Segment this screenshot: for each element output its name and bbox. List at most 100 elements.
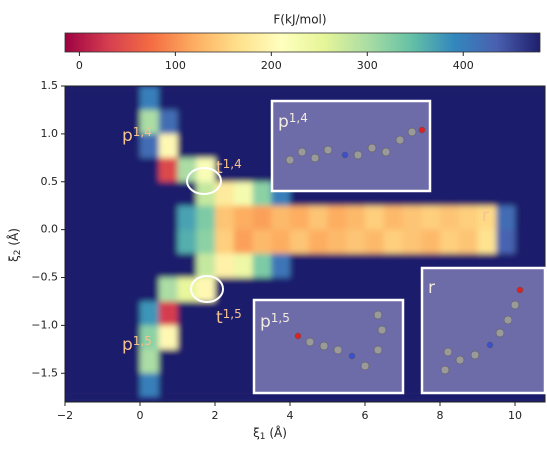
heatmap-cell (384, 254, 403, 278)
heatmap-cell (84, 301, 103, 325)
heatmap-cell (440, 110, 459, 134)
x-axis-label: ξ1 (Å) (253, 425, 287, 442)
heatmap-cell (121, 373, 140, 397)
heatmap-cell (84, 86, 103, 110)
heatmap-cell (103, 278, 122, 302)
colorbar-tick-label: 0 (76, 59, 83, 72)
heatmap-cell (140, 86, 159, 110)
heatmap-cell (440, 86, 459, 110)
heatmap-cell (65, 182, 84, 206)
heatmap-cell (84, 182, 103, 206)
heatmap-cell (459, 182, 478, 206)
heatmap-cell (103, 373, 122, 397)
annotation-sub: 1,5 (223, 307, 242, 321)
heatmap-cell (403, 278, 422, 302)
heatmap-cell (496, 230, 515, 254)
inset-label-sub: 1,4 (289, 111, 308, 125)
heatmap-cell (440, 230, 459, 254)
heatmap-cell (159, 373, 178, 397)
heatmap-cell (159, 134, 178, 158)
heatmap-cell (403, 349, 422, 373)
heatmap-cell (140, 278, 159, 302)
heatmap-cell (140, 158, 159, 182)
inset-label: r (428, 278, 435, 298)
heatmap-cell (403, 325, 422, 349)
heatmap-cell (478, 230, 497, 254)
heatmap-cell (496, 134, 515, 158)
heatmap-cell (365, 230, 384, 254)
annotation-text: p (122, 126, 133, 146)
heatmap-cell (196, 110, 215, 134)
heatmap-cell (103, 230, 122, 254)
heatmap-cell (84, 230, 103, 254)
heatmap-cell (328, 278, 347, 302)
heatmap-cell (178, 254, 197, 278)
heatmap-cell (103, 110, 122, 134)
heatmap-cell (365, 254, 384, 278)
heatmap-cell (290, 278, 309, 302)
heatmap-cell (478, 86, 497, 110)
heatmap-cell (346, 278, 365, 302)
heatmap-cell (121, 182, 140, 206)
heatmap-cell (121, 230, 140, 254)
annotation-sub: 1,5 (133, 334, 152, 348)
heatmap-cell (515, 86, 534, 110)
colorbar (65, 33, 540, 52)
heatmap-cell (328, 206, 347, 230)
heatmap-cell (253, 86, 272, 110)
heatmap-cell (496, 110, 515, 134)
heatmap-cell (290, 254, 309, 278)
heatmap-cell (196, 349, 215, 373)
heatmap-cell (159, 301, 178, 325)
heatmap-cell (478, 110, 497, 134)
inset-label-text: r (428, 278, 435, 298)
colorbar-tick-label: 400 (453, 59, 474, 72)
heatmap-cell (234, 373, 253, 397)
x-tick-label: −2 (57, 409, 73, 422)
heatmap-cell (478, 134, 497, 158)
heatmap-cell (121, 206, 140, 230)
heatmap-cell (178, 110, 197, 134)
heatmap-cell (271, 206, 290, 230)
heatmap-cell (196, 373, 215, 397)
heatmap-cell (384, 278, 403, 302)
heatmap-cell (84, 158, 103, 182)
heatmap-cell (178, 301, 197, 325)
heatmap-cell (459, 134, 478, 158)
heatmap-cell (196, 206, 215, 230)
y-tick-label: −1.5 (31, 366, 58, 379)
colorbar-tick-label: 200 (261, 59, 282, 72)
heatmap-cell (178, 206, 197, 230)
annotation-sub: 1,4 (223, 157, 242, 171)
heatmap-cell (234, 278, 253, 302)
heatmap-cell (140, 301, 159, 325)
heatmap-cell (253, 206, 272, 230)
heatmap-cell (196, 254, 215, 278)
heatmap-cell (459, 86, 478, 110)
heatmap-cell (234, 134, 253, 158)
heatmap-cell (234, 110, 253, 134)
heatmap-cell (103, 206, 122, 230)
heatmap-cell (515, 230, 534, 254)
heatmap-cell (421, 206, 440, 230)
y-tick-label: 0.5 (41, 175, 59, 188)
heatmap-cell (309, 206, 328, 230)
annotation-text: p (122, 335, 133, 355)
heatmap-cell (121, 278, 140, 302)
heatmap-cell (215, 86, 234, 110)
heatmap-cell (234, 254, 253, 278)
heatmap-cell (478, 158, 497, 182)
heatmap-cell (346, 206, 365, 230)
heatmap-cell (140, 230, 159, 254)
heatmap-cell (84, 325, 103, 349)
heatmap-cell (159, 158, 178, 182)
heatmap-cell (384, 230, 403, 254)
heatmap-cell (84, 278, 103, 302)
heatmap-cell (103, 254, 122, 278)
heatmap-cell (215, 134, 234, 158)
y-tick-label: −1.0 (31, 318, 58, 331)
heatmap-cell (496, 182, 515, 206)
heatmap-cell (253, 158, 272, 182)
heatmap-cell (290, 230, 309, 254)
heatmap-cell (178, 325, 197, 349)
